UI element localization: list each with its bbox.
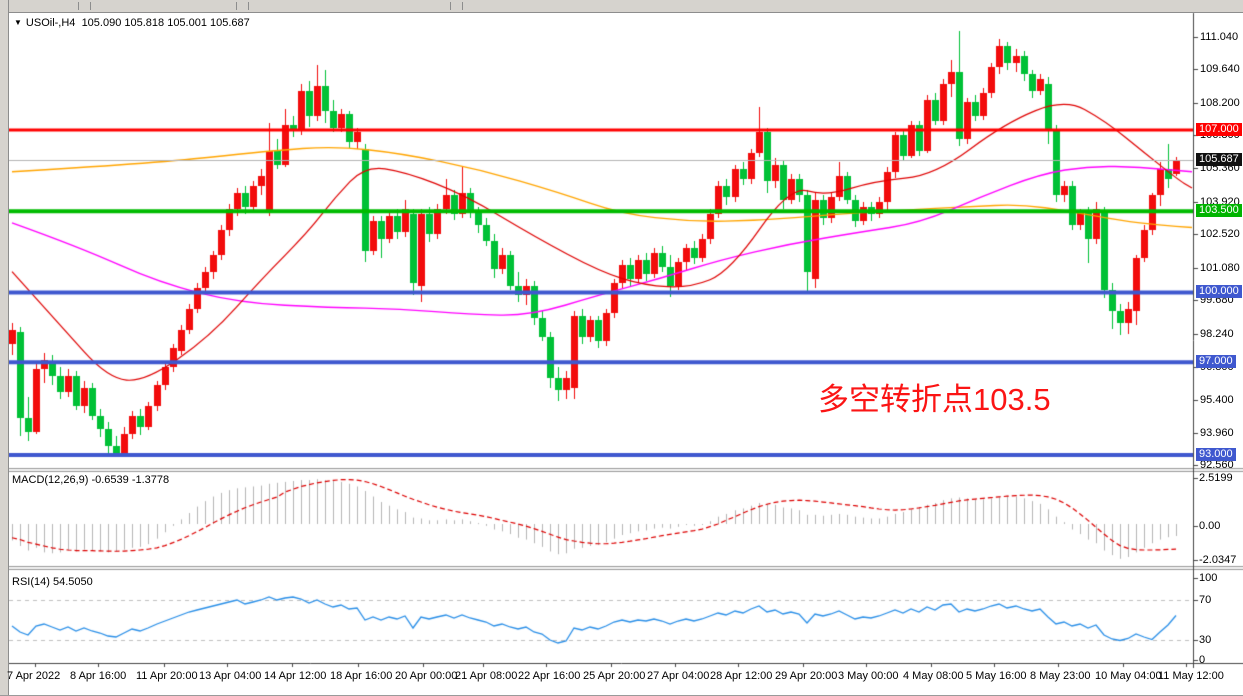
rsi-tick-label: 0	[1199, 654, 1206, 666]
macd-tick-label: 0.00	[1199, 520, 1221, 532]
price-tick-label: 109.640	[1200, 63, 1240, 75]
macd-tick-label: -2.0347	[1199, 554, 1237, 566]
price-level-badge: 97.000	[1196, 355, 1236, 368]
price-tick-label: 98.240	[1200, 328, 1234, 340]
time-axis-label: 21 Apr 08:00	[455, 670, 518, 682]
symbol-dropdown-icon[interactable]: ▼	[14, 18, 22, 27]
price-level-badge: 103.500	[1196, 204, 1242, 217]
symbol-name: USOil-,H4	[25, 17, 76, 29]
time-axis-label: 28 Apr 12:00	[710, 670, 773, 682]
price-tick-label: 111.040	[1200, 31, 1239, 43]
time-axis-label: 8 May 23:00	[1030, 670, 1091, 682]
time-axis-label: 11 Apr 20:00	[136, 670, 198, 682]
window-top-border	[0, 0, 1243, 13]
symbol-header: ▼ USOil-,H4 105.090 105.818 105.001 105.6…	[14, 16, 250, 30]
time-axis-label: 27 Apr 04:00	[647, 670, 710, 682]
time-axis-label: 22 Apr 16:00	[518, 670, 581, 682]
price-tick-label: 102.520	[1200, 228, 1240, 240]
time-axis-label: 7 Apr 2022	[7, 670, 61, 682]
time-axis-label: 11 May 12:00	[1158, 670, 1224, 682]
window-left-border	[0, 0, 9, 695]
macd-indicator-label: MACD(12,26,9) -0.6539 -1.3778	[12, 474, 170, 486]
chart-annotation-text[interactable]: 多空转折点103.5	[818, 382, 1051, 417]
rsi-indicator-label: RSI(14) 54.5050	[12, 576, 93, 588]
price-tick-label: 101.080	[1200, 262, 1240, 274]
time-axis-label: 14 Apr 12:00	[264, 670, 327, 682]
price-tick-label: 108.200	[1200, 97, 1240, 109]
rsi-tick-label: 100	[1199, 572, 1218, 584]
time-axis-label: 3 May 00:00	[838, 670, 899, 682]
price-level-badge: 105.687	[1196, 153, 1242, 166]
rsi-tick-label: 70	[1199, 594, 1212, 606]
time-axis-label: 4 May 08:00	[903, 670, 964, 682]
time-axis-label: 20 Apr 00:00	[395, 670, 458, 682]
time-axis-label: 5 May 16:00	[966, 670, 1027, 682]
rsi-tick-label: 30	[1199, 634, 1212, 646]
price-tick-label: 95.400	[1200, 394, 1234, 406]
time-axis-label: 25 Apr 20:00	[583, 670, 646, 682]
symbol-ohlc: 105.090 105.818 105.001 105.687	[81, 17, 250, 29]
price-level-badge: 100.000	[1196, 285, 1242, 298]
macd-tick-label: 2.5199	[1199, 472, 1233, 484]
time-axis-label: 8 Apr 16:00	[70, 670, 127, 682]
price-level-badge: 107.000	[1196, 123, 1242, 136]
price-tick-label: 92.560	[1200, 459, 1234, 471]
time-axis-label: 13 Apr 04:00	[199, 670, 262, 682]
time-axis-label: 18 Apr 16:00	[330, 670, 393, 682]
time-axis-label: 29 Apr 20:00	[775, 670, 838, 682]
price-level-badge: 93.000	[1196, 448, 1236, 461]
price-tick-label: 93.960	[1200, 427, 1234, 439]
time-axis-label: 10 May 04:00	[1095, 670, 1162, 682]
